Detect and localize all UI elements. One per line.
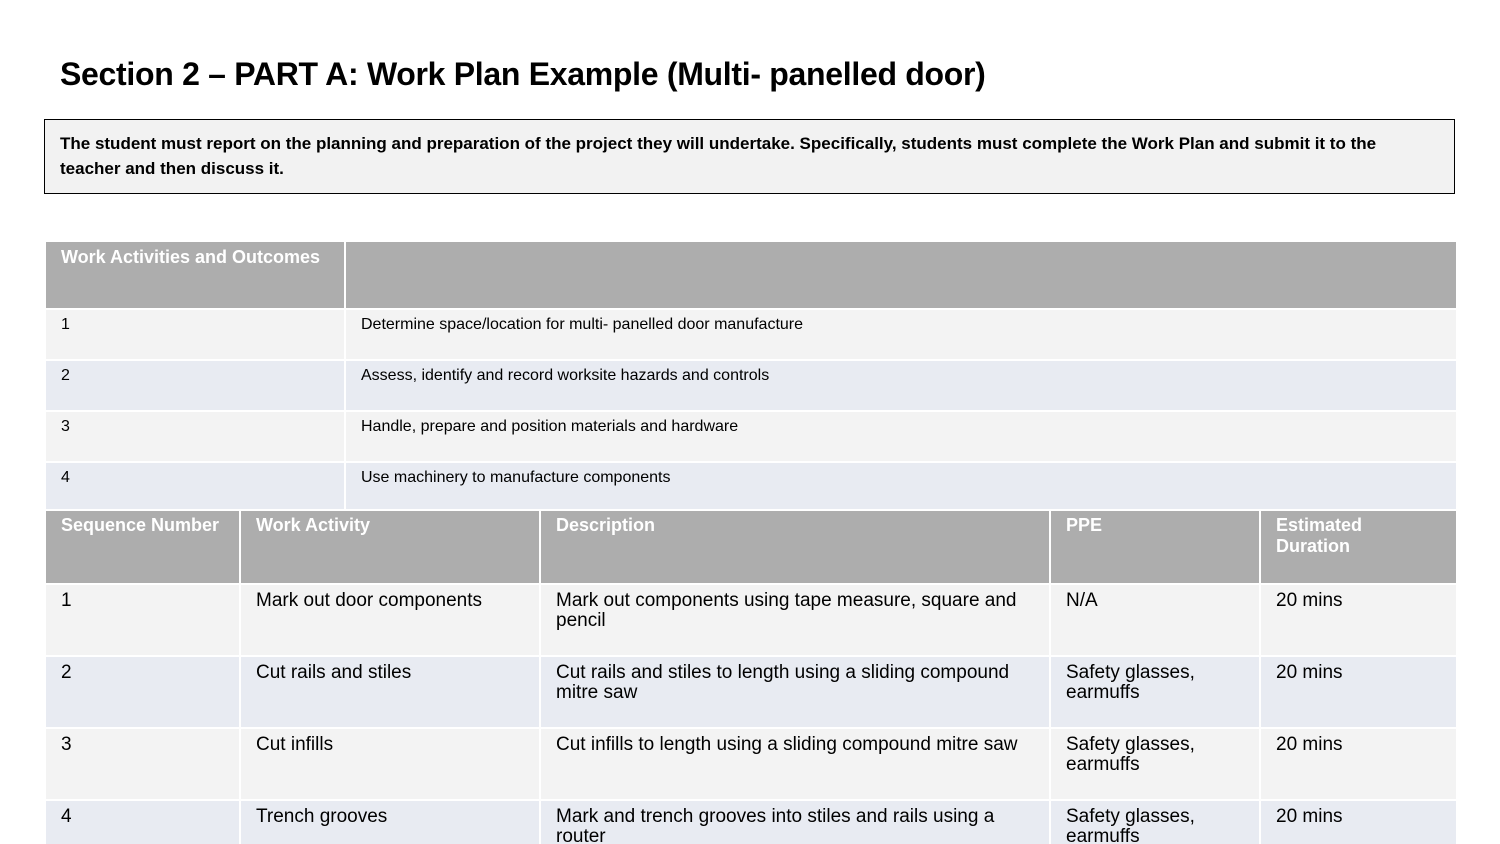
work-activity: Trench grooves	[239, 799, 541, 844]
header-cell: Work Activities and Outcomes	[44, 240, 346, 310]
ppe: Safety glasses, earmuffs	[1049, 727, 1261, 801]
page-title: Section 2 – PART A: Work Plan Example (M…	[60, 56, 986, 92]
outcome-text: Assess, identify and record worksite haz…	[344, 359, 1458, 412]
table-row: 3 Cut infills Cut infills to length usin…	[44, 727, 1458, 801]
ppe: N/A	[1049, 583, 1261, 657]
outcome-number: 2	[44, 359, 346, 412]
estimated-duration: 20 mins	[1259, 799, 1458, 844]
sequence-number: 3	[44, 727, 241, 801]
instruction-box: The student must report on the planning …	[44, 119, 1455, 194]
ppe: Safety glasses, earmuffs	[1049, 655, 1261, 729]
table-header-row: Sequence Number Work Activity Descriptio…	[44, 509, 1458, 585]
ppe: Safety glasses, earmuffs	[1049, 799, 1261, 844]
work-activity: Mark out door components	[239, 583, 541, 657]
table-row: 4 Use machinery to manufacture component…	[44, 461, 1458, 514]
outcome-number: 1	[44, 308, 346, 361]
table-row: 3 Handle, prepare and position materials…	[44, 410, 1458, 463]
table-header-row: Work Activities and Outcomes	[44, 240, 1458, 310]
outcome-text: Use machinery to manufacture components	[344, 461, 1458, 514]
header-work-activity: Work Activity	[239, 509, 541, 585]
outcome-text: Determine space/location for multi- pane…	[344, 308, 1458, 361]
description: Mark and trench grooves into stiles and …	[539, 799, 1051, 844]
outcome-number: 3	[44, 410, 346, 463]
work-activities-outcomes-table: Work Activities and Outcomes 1 Determine…	[44, 240, 1458, 551]
table-row: 2 Cut rails and stiles Cut rails and sti…	[44, 655, 1458, 729]
header-cell	[344, 240, 1458, 310]
work-activity: Cut rails and stiles	[239, 655, 541, 729]
sequence-number: 1	[44, 583, 241, 657]
header-ppe: PPE	[1049, 509, 1261, 585]
work-activity: Cut infills	[239, 727, 541, 801]
description: Cut infills to length using a sliding co…	[539, 727, 1051, 801]
sequence-number: 4	[44, 799, 241, 844]
header-estimated-duration: Estimated Duration	[1259, 509, 1458, 585]
table-row: 1 Mark out door components Mark out comp…	[44, 583, 1458, 657]
sequence-number: 2	[44, 655, 241, 729]
estimated-duration: 20 mins	[1259, 727, 1458, 801]
header-sequence-number: Sequence Number	[44, 509, 241, 585]
header-description: Description	[539, 509, 1051, 585]
description: Cut rails and stiles to length using a s…	[539, 655, 1051, 729]
table-row: 4 Trench grooves Mark and trench grooves…	[44, 799, 1458, 844]
work-plan-table: Sequence Number Work Activity Descriptio…	[44, 509, 1458, 844]
estimated-duration: 20 mins	[1259, 583, 1458, 657]
table-row: 1 Determine space/location for multi- pa…	[44, 308, 1458, 361]
description: Mark out components using tape measure, …	[539, 583, 1051, 657]
estimated-duration: 20 mins	[1259, 655, 1458, 729]
outcome-number: 4	[44, 461, 346, 514]
table-row: 2 Assess, identify and record worksite h…	[44, 359, 1458, 412]
outcome-text: Handle, prepare and position materials a…	[344, 410, 1458, 463]
